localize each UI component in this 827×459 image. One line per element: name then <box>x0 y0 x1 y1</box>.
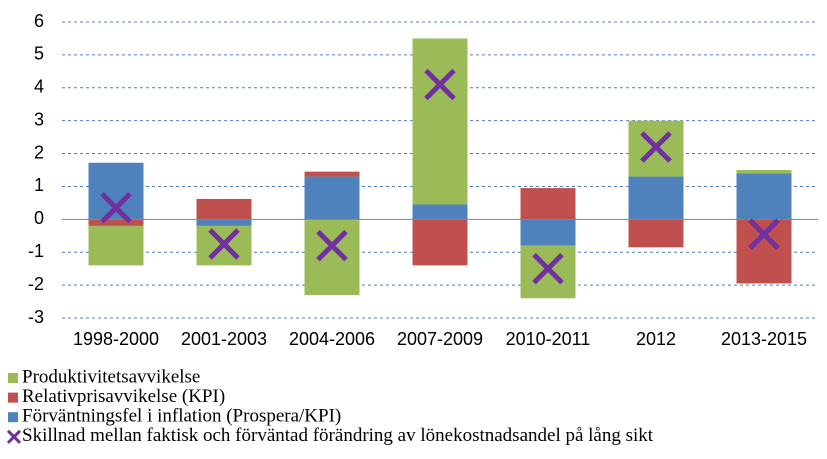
bar-segment <box>736 173 792 220</box>
legend-swatch <box>8 373 18 383</box>
y-tick-label: 5 <box>34 44 44 64</box>
bar-segment <box>412 219 468 266</box>
x-marker <box>6 429 22 444</box>
bar-segment <box>736 170 792 174</box>
x-tick-label: 2007-2009 <box>397 329 483 349</box>
bar-segment <box>304 219 360 295</box>
y-tick-label: -3 <box>28 307 44 327</box>
x-marker <box>100 192 132 224</box>
x-tick-label: 1998-2000 <box>73 329 159 349</box>
bar-segment <box>412 38 468 205</box>
y-tick-label: 1 <box>34 175 44 195</box>
bar-segment <box>520 188 576 220</box>
y-tick-label: 0 <box>34 208 44 228</box>
x-marker <box>748 218 780 250</box>
bar-segment <box>196 219 252 226</box>
y-tick-label: 3 <box>34 109 44 129</box>
bar-segment <box>412 204 468 220</box>
y-tick-label: 2 <box>34 142 44 162</box>
x-marker <box>640 131 672 163</box>
x-tick-label: 2012 <box>636 329 676 349</box>
legend-swatch <box>8 412 18 423</box>
x-marker <box>424 68 456 101</box>
y-tick-label: -2 <box>28 274 44 294</box>
bar-segment <box>196 198 252 220</box>
x-marker <box>316 229 348 262</box>
x-tick-label: 2001-2003 <box>181 329 267 349</box>
legend-swatch <box>8 392 18 403</box>
y-tick-label: 6 <box>34 11 44 31</box>
x-marker <box>532 252 564 285</box>
x-tick-label: 2004-2006 <box>289 329 375 349</box>
bar-segment <box>304 176 360 220</box>
legend-label: Relativprisavvikelse (KPI) <box>22 386 225 407</box>
bar-segment <box>304 171 360 177</box>
bar-segment <box>628 219 684 248</box>
legend-label: Förväntningsfel i inflation (Prospera/KP… <box>22 406 341 427</box>
bar-segment <box>520 219 576 246</box>
bar-segment <box>88 219 144 226</box>
bar-segment <box>88 225 144 266</box>
y-tick-label: 4 <box>34 77 44 97</box>
x-tick-label: 2013-2015 <box>721 329 807 349</box>
x-marker <box>208 228 240 260</box>
x-tick-label: 2010-2011 <box>506 329 591 349</box>
legend-label: Skillnad mellan faktisk och förväntad fö… <box>22 425 654 446</box>
bar-segment <box>736 219 792 284</box>
bar-segment <box>628 176 684 220</box>
legend-label: Produktivitetsavvikelse <box>22 366 200 387</box>
y-tick-label: -1 <box>28 241 44 261</box>
